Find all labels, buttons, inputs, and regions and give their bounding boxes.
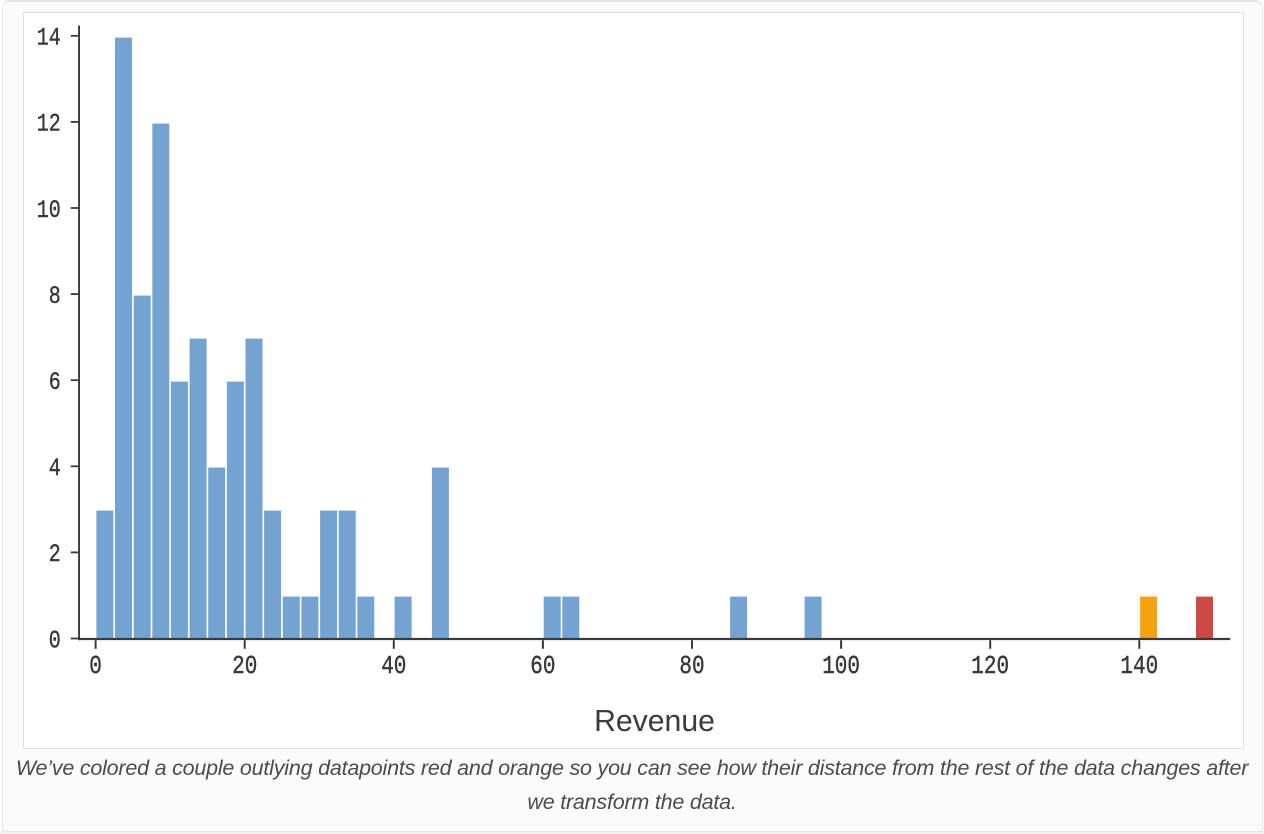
svg-text:14: 14	[37, 24, 61, 53]
svg-text:80: 80	[679, 652, 704, 682]
svg-text:120: 120	[971, 652, 1009, 682]
svg-text:12: 12	[37, 110, 61, 139]
svg-text:140: 140	[1120, 652, 1158, 682]
svg-text:10: 10	[37, 196, 61, 225]
svg-text:4: 4	[49, 454, 61, 483]
svg-text:60: 60	[530, 652, 555, 682]
svg-text:20: 20	[232, 652, 257, 682]
svg-text:100: 100	[822, 652, 860, 682]
svg-text:2: 2	[49, 540, 61, 569]
svg-text:0: 0	[89, 652, 102, 682]
svg-text:Revenue: Revenue	[594, 705, 715, 738]
svg-text:0: 0	[49, 626, 61, 655]
svg-text:8: 8	[49, 282, 61, 311]
svg-text:6: 6	[49, 368, 61, 397]
svg-text:40: 40	[381, 652, 406, 682]
